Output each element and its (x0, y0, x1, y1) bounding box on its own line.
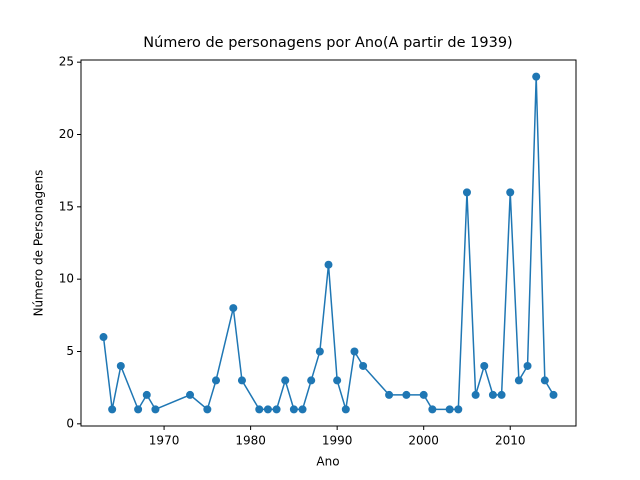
data-point (506, 188, 515, 197)
y-tick-label: 0 (66, 416, 74, 430)
x-tick-label: 1990 (322, 434, 353, 448)
y-tick-label: 25 (59, 55, 74, 69)
data-point (540, 376, 549, 385)
data-point (324, 260, 333, 269)
data-point (497, 390, 506, 399)
data-point (298, 405, 307, 414)
data-point (480, 361, 489, 370)
data-point (272, 405, 281, 414)
data-point (402, 390, 411, 399)
data-point (428, 405, 437, 414)
data-point (385, 390, 394, 399)
data-point (99, 333, 108, 342)
data-point (488, 390, 497, 399)
x-tick-label: 2000 (408, 434, 439, 448)
y-tick-label: 20 (59, 127, 74, 141)
data-point (315, 347, 324, 356)
data-point (281, 376, 290, 385)
data-point (532, 72, 541, 81)
data-point (350, 347, 359, 356)
data-point (289, 405, 298, 414)
data-point (186, 390, 195, 399)
data-point (462, 188, 471, 197)
data-point (151, 405, 160, 414)
chart-title: Número de personagens por Ano(A partir d… (143, 35, 512, 51)
y-tick-label: 5 (66, 344, 74, 358)
data-point (359, 361, 368, 370)
y-axis-label: Número de Personagens (32, 170, 46, 317)
data-point (142, 390, 151, 399)
data-point (263, 405, 272, 414)
data-point (341, 405, 350, 414)
data-point (134, 405, 143, 414)
data-point (549, 390, 558, 399)
data-point (255, 405, 264, 414)
data-point (116, 361, 125, 370)
data-line (102, 76, 555, 412)
data-point (108, 405, 117, 414)
x-tick-label: 1980 (235, 434, 266, 448)
y-tick-label: 15 (59, 199, 74, 213)
data-point (212, 376, 220, 385)
data-point (445, 405, 454, 414)
data-point (454, 405, 463, 414)
data-point (237, 376, 246, 385)
data-point (307, 376, 316, 385)
x-tick-label: 1970 (149, 434, 180, 448)
y-tick-label: 10 (59, 272, 74, 286)
axes-frame (80, 59, 577, 427)
data-point (203, 405, 212, 414)
data-point (514, 376, 523, 385)
data-point (471, 390, 480, 399)
data-point (523, 361, 532, 370)
data-point (229, 304, 238, 313)
data-point (419, 390, 428, 399)
data-point (333, 376, 342, 385)
x-tick-label: 2010 (495, 434, 526, 448)
x-axis-label: Ano (316, 455, 339, 469)
